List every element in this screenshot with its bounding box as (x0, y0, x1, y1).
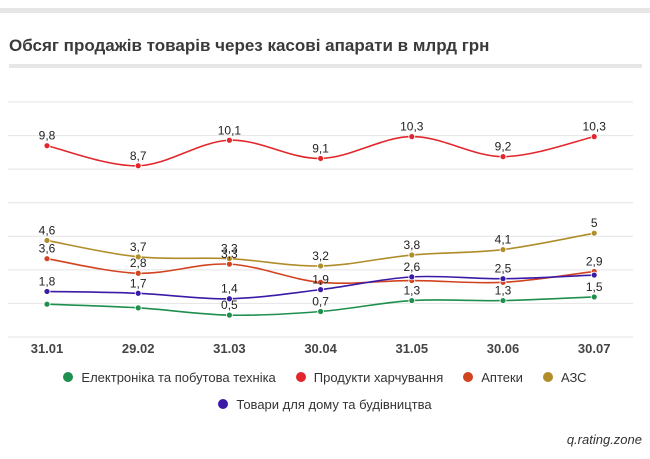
data-label: 4,1 (495, 233, 512, 247)
data-point (408, 273, 416, 281)
data-point (317, 155, 325, 162)
data-point (499, 153, 507, 161)
data-point (499, 297, 507, 304)
data-label: 0,7 (312, 294, 329, 308)
data-point (590, 293, 598, 301)
data-label: 9,2 (495, 140, 512, 154)
data-label: 10,1 (218, 123, 242, 137)
data-label: 3,3 (221, 242, 238, 256)
legend-label-pharmacies: Аптеки (481, 369, 523, 385)
data-label: 8,7 (130, 149, 147, 163)
data-point (43, 237, 51, 244)
data-point (225, 255, 233, 263)
data-label: 10,3 (583, 120, 607, 134)
data-point (499, 275, 507, 283)
legend-marker-gas-stations (542, 372, 553, 382)
legend-item-pharmacies[interactable]: Аптеки (463, 370, 523, 385)
legend-item-gas-stations[interactable]: АЗС (542, 369, 587, 385)
data-point (134, 289, 142, 297)
legend-label-gas-stations: АЗС (560, 369, 587, 385)
x-tick-label: 30.07 (578, 341, 611, 356)
data-label: 9,1 (312, 141, 329, 155)
x-tick-label: 31.03 (213, 341, 246, 356)
data-point (225, 295, 233, 303)
data-point (134, 269, 142, 277)
x-tick-label: 29.02 (122, 341, 155, 356)
legend-row-2: Товари для дому та будівництва (0, 393, 650, 415)
legend-marker-electronics (63, 372, 74, 382)
data-point (225, 311, 233, 319)
data-label: 3,7 (130, 240, 147, 254)
source-credit: q.rating.zone (566, 432, 642, 447)
data-label: 4,6 (39, 223, 56, 237)
data-label: 2,9 (586, 254, 603, 268)
data-point (590, 229, 598, 237)
data-label: 3,6 (39, 242, 56, 256)
legend-item-electronics[interactable]: Електроніка та побутова техніка (63, 369, 276, 385)
data-label: 1,5 (586, 280, 603, 294)
data-label: 1,4 (221, 282, 238, 296)
data-point (408, 133, 416, 141)
data-point (134, 162, 142, 170)
data-label: 1,9 (312, 273, 329, 287)
data-point (590, 271, 598, 279)
x-tick-label: 31.05 (396, 341, 429, 356)
legend-marker-pharmacies (463, 372, 474, 382)
data-label: 0,5 (221, 298, 238, 312)
data-point (43, 142, 51, 150)
x-tick-label: 31.01 (31, 341, 64, 356)
data-point (43, 255, 51, 263)
legend: Електроніка та побутова техніка Продукти… (0, 366, 650, 415)
data-label: 2,5 (495, 262, 512, 276)
data-point (43, 300, 51, 308)
data-label: 1,3 (495, 284, 512, 298)
data-point (408, 251, 416, 259)
data-point (317, 262, 325, 270)
data-label: 10,3 (400, 120, 424, 134)
data-label: 1,8 (39, 274, 56, 288)
line-chart: 31.01 29.02 31.03 30.04 31.05 30.06 30.07 3,6 2,… (8, 101, 633, 356)
data-label: 3,8 (403, 238, 420, 252)
data-point (43, 288, 51, 295)
legend-label-food: Продукти харчування (313, 369, 444, 385)
chart-title: Обсяг продажів товарів через касові апар… (9, 36, 490, 55)
data-point (134, 304, 142, 312)
data-point (499, 246, 507, 253)
legend-marker-home-goods (218, 399, 229, 409)
data-point (317, 286, 325, 294)
data-label: 3,2 (312, 249, 329, 263)
legend-item-food[interactable]: Продукти харчування (295, 369, 444, 385)
legend-marker-food (295, 372, 306, 382)
data-point (225, 136, 233, 144)
x-tick-label: 30.04 (304, 341, 337, 356)
legend-label-electronics: Електроніка та побутова техніка (81, 369, 276, 385)
data-label: 2,6 (403, 260, 420, 274)
data-point (317, 308, 325, 315)
title-rule (9, 64, 642, 68)
top-rule (0, 8, 650, 13)
data-label: 9,8 (39, 129, 56, 143)
data-label: 5 (591, 216, 598, 230)
x-tick-label: 30.06 (487, 341, 520, 356)
data-point (134, 253, 142, 261)
data-point (590, 133, 598, 141)
legend-item-home-goods[interactable]: Товари для дому та будівництва (218, 396, 432, 412)
data-label: 1,3 (403, 284, 420, 298)
data-point (317, 278, 325, 286)
data-label: 3,3 (221, 247, 238, 261)
data-point (408, 297, 416, 304)
legend-label-home-goods: Товари для дому та будівництва (236, 396, 432, 412)
data-label: 2,8 (130, 256, 147, 270)
data-label: 1,7 (130, 276, 147, 290)
legend-row-1: Електроніка та побутова техніка Продукти… (0, 366, 650, 388)
